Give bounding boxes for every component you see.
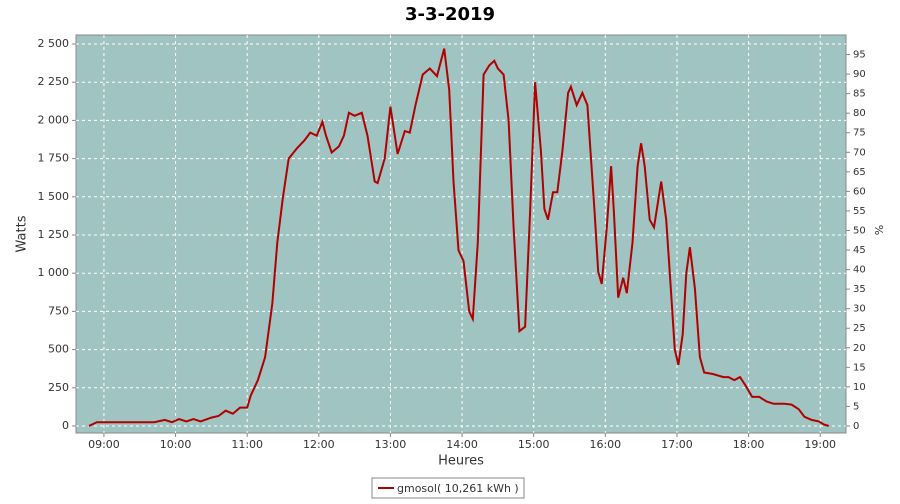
x-tick-label: 17:00 [661,438,693,451]
y2-tick-label: 90 [853,69,866,80]
x-tick-label: 12:00 [303,438,335,451]
y-tick-label: 1 250 [38,228,70,241]
x-tick-label: 14:00 [446,438,478,451]
y-axis-label: Watts [15,215,30,252]
y2-tick-label: 50 [853,225,866,236]
data-line [88,48,830,427]
x-axis-label: Heures [438,454,484,469]
y-tick-label: 1 500 [38,190,70,203]
y-tick-label: 2 500 [38,37,70,50]
y2-tick-label: 40 [853,265,866,276]
y2-tick-label: 0 [853,421,859,432]
x-tick-label: 18:00 [733,438,765,451]
x-tick-label: 16:00 [589,438,621,451]
chart-title: 3-3-2019 [405,4,495,25]
y-tick-label: 1 750 [38,152,70,165]
y2-tick-label: 15 [853,362,866,373]
y2-tick-label: 25 [853,323,866,334]
y2-tick-label: 10 [853,382,866,393]
legend-label: gmosol( 10,261 kWh ) [397,482,519,495]
y2-tick-label: 65 [853,167,866,178]
y-tick-label: 0 [62,419,69,432]
y-tick-label: 2 250 [38,75,70,88]
y2-tick-label: 60 [853,186,866,197]
x-tick-label: 09:00 [88,438,120,451]
legend: gmosol( 10,261 kWh ) [371,477,525,499]
x-tick-label: 15:00 [518,438,550,451]
legend-box [371,477,525,499]
y2-tick-label: 85 [853,89,866,100]
y-tick-label: 750 [48,304,69,317]
y2-tick-label: 70 [853,147,866,158]
y-tick-label: 500 [48,343,69,356]
y-tick-label: 1 000 [38,266,70,279]
y2-tick-label: 55 [853,206,866,217]
y2-tick-label: 45 [853,245,866,256]
y2-tick-label: 35 [853,284,866,295]
y2-tick-label: 20 [853,343,866,354]
y2-tick-label: 75 [853,128,866,139]
x-tick-label: 10:00 [160,438,192,451]
y2-tick-label: 95 [853,50,866,61]
y2-tick-label: 30 [853,304,866,315]
y-tick-label: 2 000 [38,113,70,126]
x-tick-label: 11:00 [231,438,263,451]
x-tick-label: 19:00 [804,438,836,451]
x-tick-label: 13:00 [375,438,407,451]
y2-tick-label: 5 [853,401,859,412]
y2-tick-label: 80 [853,108,866,119]
plot-area [75,34,847,434]
y-tick-label: 250 [48,381,69,394]
y2-axis-label: % [873,225,886,235]
